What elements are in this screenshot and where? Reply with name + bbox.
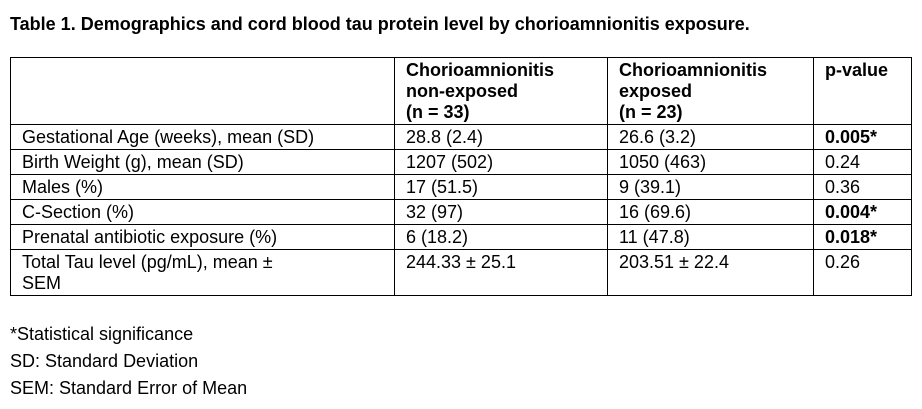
- row-label-text: Total Tau level (pg/mL), mean ±: [22, 252, 273, 272]
- table-header-row: Chorioamnionitis non-exposed (n = 33) Ch…: [10, 57, 912, 125]
- table-row: Prenatal antibiotic exposure (%) 6 (18.2…: [10, 224, 912, 250]
- footnote-sem: SEM: Standard Error of Mean: [10, 378, 248, 398]
- cell-non-exposed: 28.8 (2.4): [394, 124, 608, 150]
- header-line: p-value: [825, 60, 889, 80]
- cell-non-exposed: 1207 (502): [394, 149, 608, 175]
- cell-exposed: 11 (47.8): [607, 224, 814, 250]
- row-label: Total Tau level (pg/mL), mean ± SEM: [10, 249, 395, 296]
- table-row: Birth Weight (g), mean (SD) 1207 (502) 1…: [10, 149, 912, 175]
- cell-non-exposed: 244.33 ± 25.1: [394, 249, 608, 296]
- row-label-text: Males (%): [22, 177, 104, 197]
- footnote-significance: *Statistical significance: [10, 324, 194, 344]
- header-cell-non-exposed: Chorioamnionitis non-exposed (n = 33): [394, 57, 608, 125]
- cell-exposed: 26.6 (3.2): [607, 124, 814, 150]
- row-label: Prenatal antibiotic exposure (%): [10, 224, 395, 250]
- table-row: Gestational Age (weeks), mean (SD) 28.8 …: [10, 124, 912, 150]
- footnotes: *Statistical significance SD: Standard D…: [10, 321, 247, 402]
- cell-p-value: 0.26: [813, 249, 912, 296]
- cell-non-exposed: 32 (97): [394, 199, 608, 225]
- cell-p-value: 0.005*: [813, 124, 912, 150]
- table-row: Total Tau level (pg/mL), mean ± SEM 244.…: [10, 249, 912, 296]
- header-line: Chorioamnionitis: [406, 60, 554, 80]
- cell-exposed: 9 (39.1): [607, 174, 814, 200]
- footnote-sd: SD: Standard Deviation: [10, 351, 199, 371]
- table-caption: Table 1. Demographics and cord blood tau…: [10, 14, 750, 34]
- row-label-text: SEM: [22, 273, 62, 293]
- cell-exposed: 1050 (463): [607, 149, 814, 175]
- row-label: C-Section (%): [10, 199, 395, 225]
- demographics-table: Chorioamnionitis non-exposed (n = 33) Ch…: [10, 57, 912, 296]
- cell-p-value: 0.018*: [813, 224, 912, 250]
- row-label-text: Birth Weight (g), mean (SD): [22, 152, 244, 172]
- header-line: non-exposed: [406, 81, 519, 101]
- header-line: exposed: [619, 81, 693, 101]
- cell-p-value: 0.24: [813, 149, 912, 175]
- cell-p-value: 0.004*: [813, 199, 912, 225]
- row-label-text: Prenatal antibiotic exposure (%): [22, 227, 278, 247]
- cell-non-exposed: 6 (18.2): [394, 224, 608, 250]
- row-label: Birth Weight (g), mean (SD): [10, 149, 395, 175]
- header-cell-empty: [10, 57, 395, 125]
- header-line: (n = 23): [619, 102, 683, 122]
- header-line: Chorioamnionitis: [619, 60, 767, 80]
- row-label: Males (%): [10, 174, 395, 200]
- row-label: Gestational Age (weeks), mean (SD): [10, 124, 395, 150]
- table-row: Males (%) 17 (51.5) 9 (39.1) 0.36: [10, 174, 912, 200]
- cell-exposed: 203.51 ± 22.4: [607, 249, 814, 296]
- header-cell-p-value: p-value: [813, 57, 912, 125]
- cell-p-value: 0.36: [813, 174, 912, 200]
- header-cell-exposed: Chorioamnionitis exposed (n = 23): [607, 57, 814, 125]
- row-label-text: C-Section (%): [22, 202, 135, 222]
- cell-exposed: 16 (69.6): [607, 199, 814, 225]
- table-row: C-Section (%) 32 (97) 16 (69.6) 0.004*: [10, 199, 912, 225]
- header-line: (n = 33): [406, 102, 470, 122]
- row-label-text: Gestational Age (weeks), mean (SD): [22, 127, 315, 147]
- cell-non-exposed: 17 (51.5): [394, 174, 608, 200]
